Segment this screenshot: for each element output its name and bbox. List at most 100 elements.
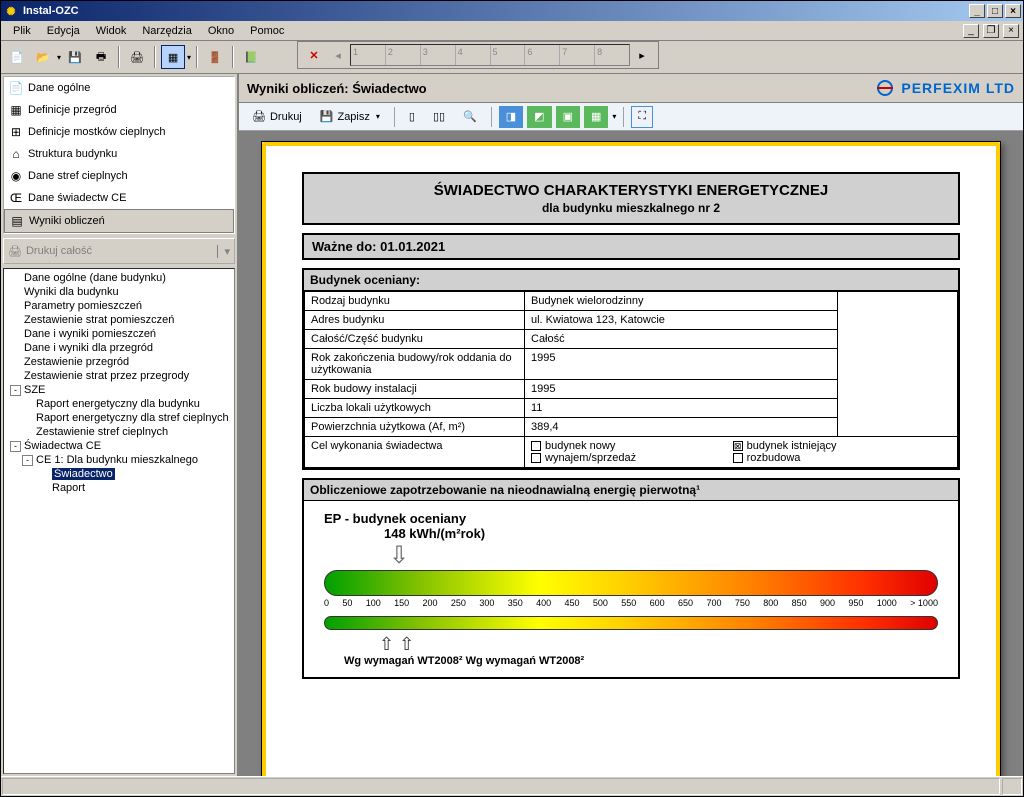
brand-logo: PERFEXIM LTD [873, 78, 1015, 98]
tree-node[interactable]: Zestawienie stref cieplnych [6, 425, 232, 439]
tree-label: Parametry pomieszczeń [24, 300, 142, 312]
zoom1-icon[interactable]: ◨ [499, 106, 523, 128]
tree-node[interactable]: Zestawienie strat pomieszczeń [6, 313, 232, 327]
tree-node[interactable]: -Świadectwa CE [6, 439, 232, 453]
tree-node[interactable]: Raport [6, 481, 232, 495]
nav-item[interactable]: 📄Dane ogólne [4, 77, 234, 99]
results-header: Wyniki obliczeń: Świadectwo PERFEXIM LTD [239, 74, 1023, 103]
tree-node[interactable]: -CE 1: Dla budynku mieszkalnego [6, 453, 232, 467]
tree-label: Raport energetyczny dla stref cieplnych [36, 412, 229, 424]
status-cell-sm [1002, 778, 1022, 795]
energy-scale-bar [324, 570, 938, 596]
nav-item[interactable]: ▤Wyniki obliczeń [4, 209, 234, 233]
expand-icon[interactable]: - [10, 441, 21, 452]
help-icon[interactable]: 📗 [239, 45, 263, 69]
menu-narzedzia[interactable]: Narzędzia [134, 23, 200, 39]
fullscreen-icon[interactable]: ⛶ [631, 106, 653, 128]
saveall-icon[interactable]: 🖶 [89, 45, 113, 69]
save-icon[interactable]: 💾 [63, 45, 87, 69]
next-icon[interactable]: ▸ [630, 43, 654, 67]
tick-label: 350 [508, 598, 523, 608]
row-key: Liczba lokali użytkowych [305, 399, 525, 418]
app-title: Instal-OZC [23, 5, 79, 17]
tick-label: 100 [366, 598, 381, 608]
tree-node[interactable]: Raport energetyczny dla stref cieplnych [6, 411, 232, 425]
checkbox [733, 453, 743, 463]
arrow-down-icon: ⇩ [389, 541, 938, 570]
row-extra [838, 292, 958, 437]
tree-node[interactable]: Raport energetyczny dla budynku [6, 397, 232, 411]
tree-label: Raport energetyczny dla budynku [36, 398, 200, 410]
checkbox [531, 441, 541, 451]
tree-node[interactable]: Świadectwo [6, 467, 232, 481]
cert-title: ŚWIADECTWO CHARAKTERYSTYKI ENERGETYCZNEJ [312, 182, 950, 199]
menu-okno[interactable]: Okno [200, 23, 242, 39]
zoom2-icon[interactable]: ◩ [527, 106, 551, 128]
minimize-button[interactable]: _ [969, 4, 985, 18]
tree-label: Zestawienie strat przez przegrody [24, 370, 189, 382]
tree-node[interactable]: -SZE [6, 383, 232, 397]
close-button[interactable]: × [1005, 4, 1021, 18]
nav-item[interactable]: ⌂Struktura budynku [4, 143, 234, 165]
titlebar: ✺ Instal-OZC _ □ × [1, 1, 1023, 21]
zoom3-icon[interactable]: ▣ [556, 106, 580, 128]
exit-icon[interactable]: 🚪 [203, 45, 227, 69]
menu-edycja[interactable]: Edycja [39, 23, 88, 39]
print-icon[interactable]: 🖨 [125, 45, 149, 69]
print-button[interactable]: 🖨Drukuj [245, 106, 309, 128]
menu-pomoc[interactable]: Pomoc [242, 23, 292, 39]
tick-label: 750 [735, 598, 750, 608]
nav-item[interactable]: ◉Dane stref cieplnych [4, 165, 234, 187]
tick-label: > 1000 [910, 598, 938, 608]
zoom4-icon[interactable]: ▦ [584, 106, 608, 128]
dual-page-icon[interactable]: ▯▯ [426, 106, 452, 128]
menu-plik[interactable]: Plik [5, 23, 39, 39]
tree-node[interactable]: Parametry pomieszczeń [6, 299, 232, 313]
mdi-minimize-button[interactable]: _ [963, 24, 979, 38]
tree-node[interactable]: Dane i wyniki pomieszczeń [6, 327, 232, 341]
tick-label: 250 [451, 598, 466, 608]
purpose-checks: budynek nowy⊠budynek istniejącywynajem/s… [525, 437, 958, 468]
dropdown-icon[interactable]: ▾ [217, 245, 230, 258]
tree-node[interactable]: Dane i wyniki dla przegród [6, 341, 232, 355]
right-panel: Wyniki obliczeń: Świadectwo PERFEXIM LTD… [239, 74, 1023, 776]
nav-item[interactable]: ▦Definicje przegród [4, 99, 234, 121]
print-all-label: Drukuj całość [26, 245, 92, 257]
tick-label: 300 [479, 598, 494, 608]
tree-node[interactable]: Wyniki dla budynku [6, 285, 232, 299]
print-all-bar[interactable]: 🖨 Drukuj całość ▾ [3, 238, 235, 264]
new-icon[interactable]: 📄 [5, 45, 29, 69]
tree-node[interactable]: Zestawienie przegród [6, 355, 232, 369]
tree-node[interactable]: Dane ogólne (dane budynku) [6, 271, 232, 285]
nav-label: Dane świadectw CE [28, 192, 126, 204]
statusbar [1, 776, 1023, 796]
tree-node[interactable]: Zestawienie strat przez przegrody [6, 369, 232, 383]
page-icon[interactable]: ▯ [402, 106, 422, 128]
row-key: Rok budowy instalacji [305, 380, 525, 399]
row-key: Rodzaj budynku [305, 292, 525, 311]
mdi-restore-button[interactable]: ❐ [983, 24, 999, 38]
nav-label: Definicje przegród [28, 104, 117, 116]
mdi-close-button[interactable]: × [1003, 24, 1019, 38]
open-icon[interactable]: 📂 [31, 45, 55, 69]
certificate-page: ŚWIADECTWO CHARAKTERYSTYKI ENERGETYCZNEJ… [261, 141, 1001, 776]
nav-item[interactable]: ŒDane świadectw CE [4, 187, 234, 209]
save-button[interactable]: 💾Zapisz▾ [313, 106, 387, 128]
maximize-button[interactable]: □ [987, 4, 1003, 18]
nav-item[interactable]: ⊞Definicje mostków cieplnych [4, 121, 234, 143]
find-icon[interactable]: 🔍 [456, 106, 484, 128]
menu-widok[interactable]: Widok [88, 23, 135, 39]
expand-icon[interactable]: - [10, 385, 21, 396]
disk-icon: 💾 [320, 110, 334, 123]
tick-label: 600 [650, 598, 665, 608]
first-icon[interactable]: ◂ [326, 43, 350, 67]
document-area[interactable]: ŚWIADECTWO CHARAKTERYSTYKI ENERGETYCZNEJ… [239, 131, 1023, 776]
row-value: 11 [525, 399, 838, 418]
cancel-icon[interactable]: ✕ [302, 43, 326, 67]
results-tree[interactable]: Dane ogólne (dane budynku)Wyniki dla bud… [3, 268, 235, 774]
scale-ticks: 0501001502002503003504004505005506006507… [324, 598, 938, 608]
expand-icon[interactable]: - [22, 455, 33, 466]
wt-label: Wg wymagań WT2008² Wg wymagań WT2008² [344, 655, 938, 667]
tick-label: 1000 [877, 598, 897, 608]
calc-icon[interactable]: ▦ [161, 45, 185, 69]
